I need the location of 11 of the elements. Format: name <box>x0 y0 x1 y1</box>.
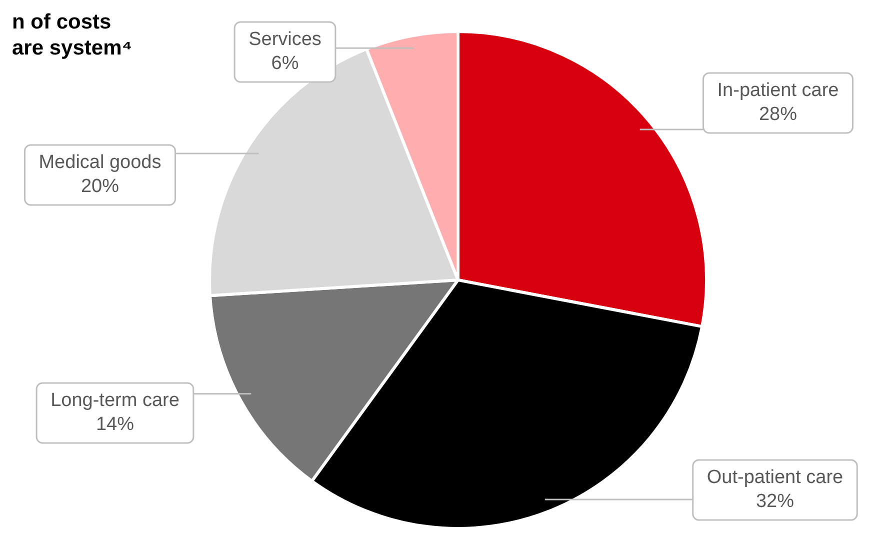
data-label: 28% <box>758 104 798 126</box>
slice-label: Long-term care <box>50 390 180 412</box>
data-label: 20% <box>80 176 120 198</box>
slice-label: In-patient care <box>717 80 839 102</box>
slice-label: Services <box>248 29 322 50</box>
data-label: 6% <box>271 53 299 74</box>
slice-label: Out-patient care <box>706 467 844 488</box>
data-label: 32% <box>756 491 794 512</box>
chart-title: n of costs are system⁴ <box>12 10 132 60</box>
slice-label: Medical goods <box>38 152 162 174</box>
data-label: 14% <box>96 414 134 436</box>
